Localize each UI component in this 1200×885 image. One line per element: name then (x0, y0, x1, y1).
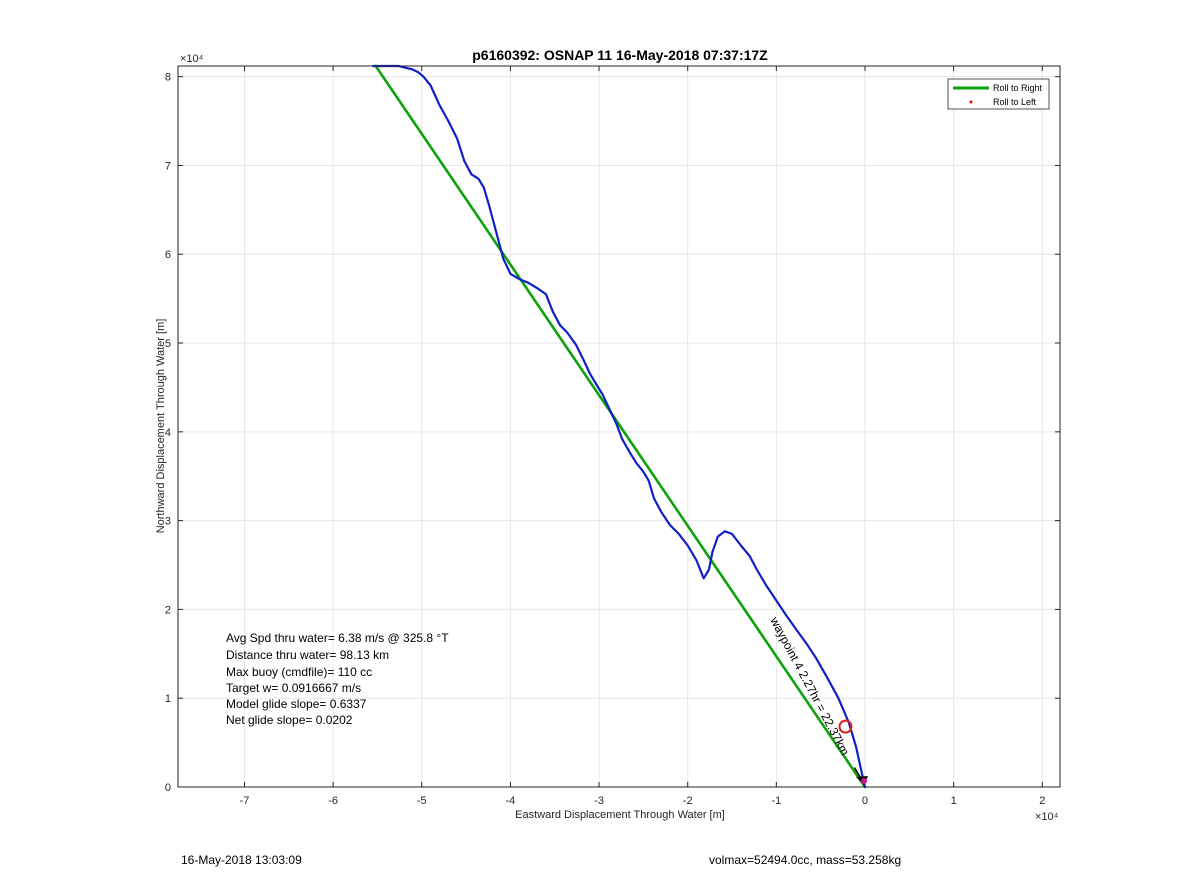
x-tick-label: -3 (594, 795, 604, 807)
y-exponent-label: ×10⁴ (180, 53, 204, 65)
footer-volmax-mass: volmax=52494.0cc, mass=53.258kg (709, 853, 902, 867)
series-line-track (371, 64, 867, 789)
x-tick-label: 2 (1039, 795, 1045, 807)
y-tick-label: 1 (165, 693, 171, 705)
y-tick-label: 7 (165, 160, 171, 172)
plot-frame (177, 65, 1061, 788)
y-axis-label: Northward Displacement Through Water [m] (155, 319, 167, 534)
series-line-roll-right (374, 64, 867, 789)
stat-distance: Distance thru water= 98.13 km (226, 648, 389, 662)
y-tick-label: 6 (165, 249, 171, 261)
x-exponent-label: ×10⁴ (1035, 811, 1059, 823)
series-layer (371, 64, 868, 789)
stat-avg-speed: Avg Spd thru water= 6.38 m/s @ 325.8 °T (226, 631, 449, 645)
start-marker (860, 778, 867, 784)
legend-swatch-roll-left (969, 100, 973, 104)
y-tick-label: 0 (165, 782, 171, 794)
stat-target-w: Target w= 0.0916667 m/s (226, 681, 361, 695)
stat-max-buoy: Max buoy (cmdfile)= 110 cc (226, 665, 372, 679)
y-tick-label: 2 (165, 604, 171, 616)
target-marker (838, 719, 853, 734)
stat-net-glide: Net glide slope= 0.0202 (226, 713, 353, 727)
x-tick-label: -4 (506, 795, 516, 807)
y-tick-label: 4 (165, 427, 171, 439)
legend: Roll to Right Roll to Left (947, 78, 1050, 110)
y-tick-label: 5 (165, 338, 171, 350)
legend-label-roll-left: Roll to Left (993, 97, 1037, 107)
x-tick-label: -7 (240, 795, 250, 807)
x-tick-label: -6 (328, 795, 338, 807)
x-tick-label: -2 (683, 795, 693, 807)
y-tick-label: 3 (165, 516, 171, 528)
y-tick-label: 8 (165, 72, 171, 84)
footer-timestamp: 16-May-2018 13:03:09 (181, 853, 302, 867)
x-tick-label: -1 (771, 795, 781, 807)
x-axis-label: Eastward Displacement Through Water [m] (515, 809, 725, 821)
stat-model-glide: Model glide slope= 0.6337 (226, 697, 367, 711)
chart-title: p6160392: OSNAP 11 16-May-2018 07:37:17Z (472, 47, 768, 63)
legend-box (947, 78, 1050, 110)
stats-block: Avg Spd thru water= 6.38 m/s @ 325.8 °T … (226, 631, 449, 727)
x-tick-label: 1 (951, 795, 957, 807)
legend-label-roll-right: Roll to Right (993, 83, 1043, 93)
x-tick-label: 0 (862, 795, 868, 807)
x-tick-label: -5 (417, 795, 427, 807)
